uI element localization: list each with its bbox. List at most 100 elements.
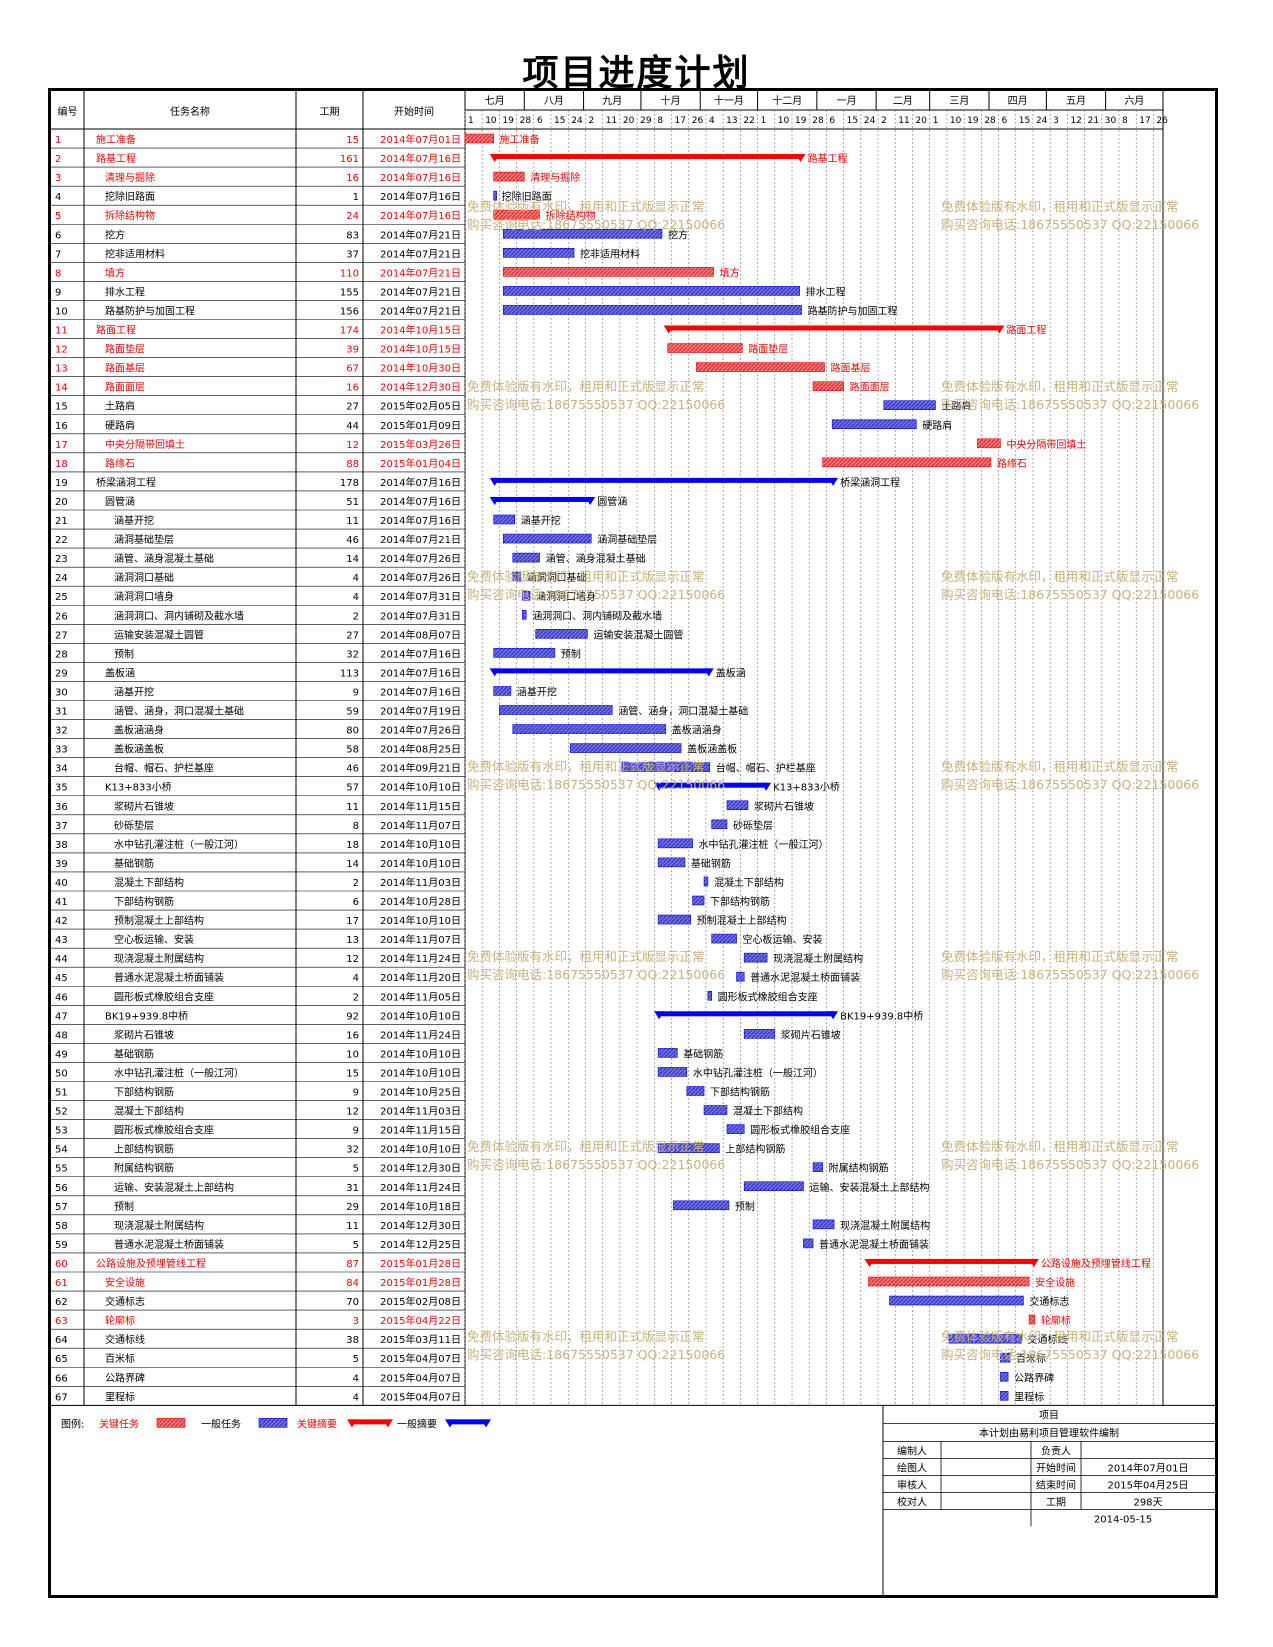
task-id: 32 [55,726,68,737]
bar-label: 排水工程 [806,285,846,298]
task-id: 8 [55,268,61,279]
task-id: 3 [55,173,61,184]
task-id: 58 [55,1221,68,1232]
task-id: 5 [55,211,61,222]
task-name: 土路肩 [105,400,135,413]
task-bar [502,305,802,315]
task-id: 56 [55,1183,68,1194]
task-duration: 4 [353,573,359,584]
task-duration: 15 [346,135,359,146]
task-id: 38 [55,840,68,851]
task-name: 水中钻孔灌注桩（一般江河） [114,838,244,851]
task-id: 55 [55,1164,68,1175]
task-name: 运输、安装混凝土上部结构 [114,1181,234,1194]
task-duration: 70 [346,1297,359,1308]
task-id: 24 [55,573,68,584]
task-bar [1000,1391,1009,1401]
task-id: 43 [55,935,68,946]
month-label: 十一月 [714,94,744,107]
bar-label: 预制 [735,1200,755,1213]
task-id: 64 [55,1335,68,1346]
tick-label: 19 [502,116,514,126]
summary-end-left [489,477,500,486]
legend-critical-summary-swatch [351,1419,389,1425]
task-id: 36 [55,802,68,813]
summary-bar [658,1011,835,1017]
task-name: 桥梁涵洞工程 [96,476,156,489]
task-duration: 11 [346,516,359,527]
task-bar [657,1143,720,1153]
task-duration: 67 [346,364,359,375]
task-start: 2014年07月21日 [380,228,461,241]
task-name: 路基工程 [96,152,136,165]
task-bar [522,609,527,620]
watermark-text: 购买咨询电话:18675550537 QQ:22150066 [941,1347,1199,1362]
task-id: 17 [55,440,68,451]
tick-label: 10 [778,116,790,126]
task-bar [657,1067,688,1077]
tick-label: 22 [743,116,754,126]
task-duration: 9 [353,1088,359,1099]
watermark-text: 购买咨询电话:18675550537 QQ:22150066 [941,217,1199,232]
month-label: 七月 [485,95,505,107]
bar-label: 安全设施 [1035,1276,1075,1289]
task-bar [883,400,936,411]
task-start: 2014年11月24日 [380,1028,461,1041]
task-name: 盖板涵涵身 [114,724,164,737]
task-start: 2014年10月10日 [380,857,461,870]
info-cell: 校对人 [897,1495,927,1508]
bar-label: 运输安装混凝土圆管 [593,628,683,641]
task-id: 37 [55,821,68,832]
task-name: 普通水泥混凝土桥面铺装 [114,1238,224,1251]
bar-label: 涵管、涵身，洞口混凝土基础 [618,705,748,718]
task-duration: 5 [353,1164,359,1175]
task-name: 拆除结构物 [105,209,155,222]
watermark-text: 免费体验版有水印，租用和正式版显示正常 [467,379,705,394]
task-duration: 57 [346,783,359,794]
task-id: 19 [55,478,68,489]
info-cell: 负责人 [1041,1444,1071,1457]
tick-label: 8 [657,116,663,126]
bar-label: 预制混凝土上部结构 [697,914,787,927]
task-name: 轮廓标 [105,1314,135,1327]
task-start: 2014年10月10日 [380,1066,461,1079]
task-name: 涵洞基础垫层 [114,533,174,546]
task-bar [743,952,768,963]
summary-end-right [994,325,1005,334]
task-duration: 4 [353,592,359,603]
bar-label: 盖板涵涵身 [672,724,722,737]
bar-label: 运输、安装混凝土上部结构 [809,1181,929,1194]
task-duration: 13 [346,935,359,946]
month-label: 二月 [893,95,913,107]
task-id: 16 [55,421,68,432]
task-id: 6 [55,230,61,241]
task-duration: 14 [346,554,359,565]
task-start: 2014年11月07日 [380,933,461,946]
task-start: 2014年07月16日 [380,666,461,679]
tick-label: 17 [675,116,686,126]
info-cell: 审核人 [897,1478,927,1491]
task-duration: 18 [346,840,359,851]
watermark-text: 免费体验版有水印，租用和正式版显示正常 [941,1139,1179,1154]
task-start: 2014年11月03日 [380,876,461,889]
task-start: 2014年10月10日 [380,1143,461,1156]
task-start: 2015年04月22日 [380,1314,461,1327]
tick-label: 19 [795,116,807,126]
task-name: 填方 [105,266,125,279]
task-start: 2014年07月16日 [380,152,461,165]
task-id: 53 [55,1126,68,1137]
task-duration: 4 [353,973,359,984]
task-id: 52 [55,1107,68,1118]
task-duration: 110 [340,268,359,279]
task-name: 圆形板式橡胶组合支座 [114,1124,214,1137]
task-duration: 29 [346,1202,359,1213]
task-id: 14 [55,383,68,394]
header-duration: 工期 [320,106,340,118]
task-bar [711,933,737,944]
tick-label: 10 [950,116,962,126]
bar-label: 中央分隔带回填土 [1006,438,1086,451]
tick-label: 15 [847,116,858,126]
watermark-text: 免费体验版有水印，租用和正式版显示正常 [467,1329,705,1344]
task-start: 2014年07月19日 [380,705,461,718]
summary-end-right [761,782,772,791]
